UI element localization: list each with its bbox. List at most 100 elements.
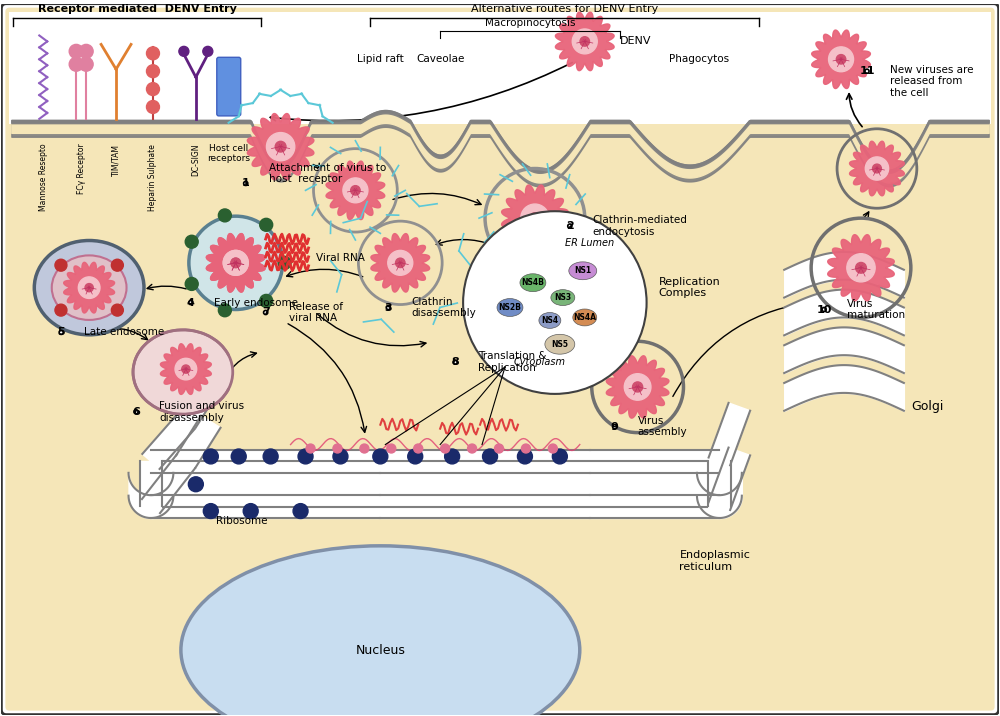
Circle shape [182, 365, 190, 373]
Ellipse shape [569, 262, 597, 280]
Text: NS5: NS5 [551, 340, 568, 349]
Circle shape [69, 44, 83, 58]
Text: Virus
maturation: Virus maturation [847, 299, 905, 320]
Circle shape [275, 141, 286, 152]
Circle shape [218, 209, 231, 222]
Circle shape [580, 37, 590, 46]
Circle shape [111, 259, 123, 271]
Circle shape [836, 54, 846, 64]
Circle shape [55, 304, 67, 316]
Circle shape [521, 444, 530, 453]
Circle shape [243, 503, 258, 518]
Circle shape [231, 258, 240, 268]
Polygon shape [555, 12, 614, 71]
Circle shape [85, 284, 93, 291]
Circle shape [333, 444, 342, 453]
Circle shape [244, 181, 248, 185]
Circle shape [203, 503, 218, 518]
Text: Translation &
Replication: Translation & Replication [478, 352, 547, 373]
Text: Receptor mediated  DENV Entry: Receptor mediated DENV Entry [38, 4, 236, 14]
Text: Fusion and virus
disassembly: Fusion and virus disassembly [159, 401, 244, 422]
Circle shape [260, 294, 273, 307]
FancyBboxPatch shape [1, 4, 999, 715]
Ellipse shape [133, 330, 233, 415]
Polygon shape [590, 450, 719, 473]
Polygon shape [380, 495, 590, 518]
Ellipse shape [497, 299, 523, 316]
Text: Endoplasmic
reticulum: Endoplasmic reticulum [680, 550, 750, 571]
Text: Clathrin
disassembly: Clathrin disassembly [411, 296, 476, 319]
Polygon shape [140, 461, 162, 506]
Text: Cytoplasm: Cytoplasm [514, 357, 566, 367]
Circle shape [552, 449, 567, 464]
Text: Attachment of virus to
host  receptor: Attachment of virus to host receptor [269, 163, 386, 184]
Circle shape [203, 47, 213, 57]
Circle shape [414, 444, 423, 453]
Circle shape [847, 253, 875, 282]
Text: Release of
viral RNA: Release of viral RNA [289, 301, 343, 324]
Circle shape [146, 64, 159, 77]
Ellipse shape [545, 334, 575, 354]
Circle shape [829, 47, 854, 72]
Circle shape [865, 157, 889, 180]
Polygon shape [812, 30, 870, 89]
Polygon shape [850, 141, 904, 195]
Circle shape [146, 82, 159, 95]
Circle shape [483, 449, 498, 464]
FancyBboxPatch shape [5, 8, 995, 711]
Ellipse shape [181, 546, 580, 716]
Text: New viruses are
released from
the cell: New viruses are released from the cell [890, 64, 973, 98]
Circle shape [521, 204, 549, 232]
Circle shape [185, 236, 198, 248]
Ellipse shape [520, 274, 546, 291]
Circle shape [231, 258, 240, 268]
Circle shape [260, 218, 273, 231]
Circle shape [517, 449, 532, 464]
Circle shape [360, 444, 369, 453]
Circle shape [441, 444, 450, 453]
Text: 1: 1 [242, 178, 250, 188]
Circle shape [146, 47, 159, 60]
Circle shape [179, 47, 189, 57]
Text: 6: 6 [132, 407, 140, 417]
Polygon shape [176, 376, 221, 427]
Polygon shape [326, 161, 385, 220]
Text: Host cell
receptors: Host cell receptors [207, 144, 250, 163]
Text: FCγ Receptor: FCγ Receptor [77, 144, 86, 195]
Text: 4: 4 [187, 298, 195, 308]
Circle shape [856, 263, 866, 273]
Polygon shape [709, 403, 750, 465]
Circle shape [453, 360, 457, 364]
Circle shape [78, 277, 100, 299]
Text: Lipid raft: Lipid raft [357, 54, 404, 64]
Circle shape [343, 178, 368, 203]
Polygon shape [708, 461, 731, 506]
Circle shape [298, 449, 313, 464]
Polygon shape [709, 448, 750, 510]
Text: 7: 7 [262, 307, 270, 317]
Text: Phagocytos: Phagocytos [669, 54, 730, 64]
Text: Golgi: Golgi [911, 400, 943, 413]
Ellipse shape [539, 312, 561, 329]
Polygon shape [176, 416, 221, 468]
Circle shape [146, 100, 159, 113]
Text: NS1: NS1 [574, 266, 591, 275]
Polygon shape [142, 455, 195, 513]
Circle shape [572, 29, 597, 54]
Text: Mannose Resepto: Mannose Resepto [39, 144, 48, 211]
Text: 5: 5 [57, 327, 65, 337]
Circle shape [188, 477, 203, 492]
Circle shape [293, 503, 308, 518]
FancyBboxPatch shape [9, 11, 991, 124]
Text: Ribosome: Ribosome [216, 516, 267, 526]
Text: TIM/TAM: TIM/TAM [112, 144, 121, 175]
Ellipse shape [573, 309, 597, 326]
Circle shape [134, 410, 138, 414]
Circle shape [387, 444, 396, 453]
Polygon shape [151, 450, 380, 473]
Circle shape [185, 278, 198, 291]
Circle shape [408, 449, 423, 464]
Circle shape [203, 449, 218, 464]
Circle shape [266, 132, 295, 161]
Text: 9: 9 [611, 422, 619, 432]
